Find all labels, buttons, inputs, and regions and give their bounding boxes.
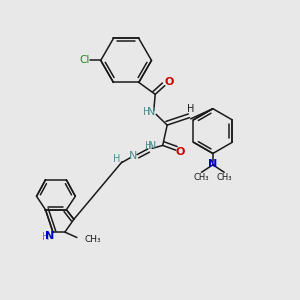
Text: H: H	[188, 104, 195, 114]
Text: H: H	[42, 232, 49, 242]
Text: N: N	[147, 107, 155, 117]
Text: N: N	[129, 151, 138, 161]
Text: CH₃: CH₃	[194, 172, 209, 182]
Text: H: H	[145, 141, 152, 151]
Text: Cl: Cl	[79, 56, 89, 65]
Text: O: O	[165, 76, 174, 86]
Text: N: N	[148, 141, 156, 151]
Text: N: N	[45, 231, 55, 241]
Text: N: N	[208, 159, 218, 169]
Text: H: H	[113, 154, 121, 164]
Text: CH₃: CH₃	[84, 235, 101, 244]
Text: O: O	[176, 147, 185, 157]
Text: H: H	[142, 107, 150, 117]
Text: CH₃: CH₃	[217, 172, 232, 182]
